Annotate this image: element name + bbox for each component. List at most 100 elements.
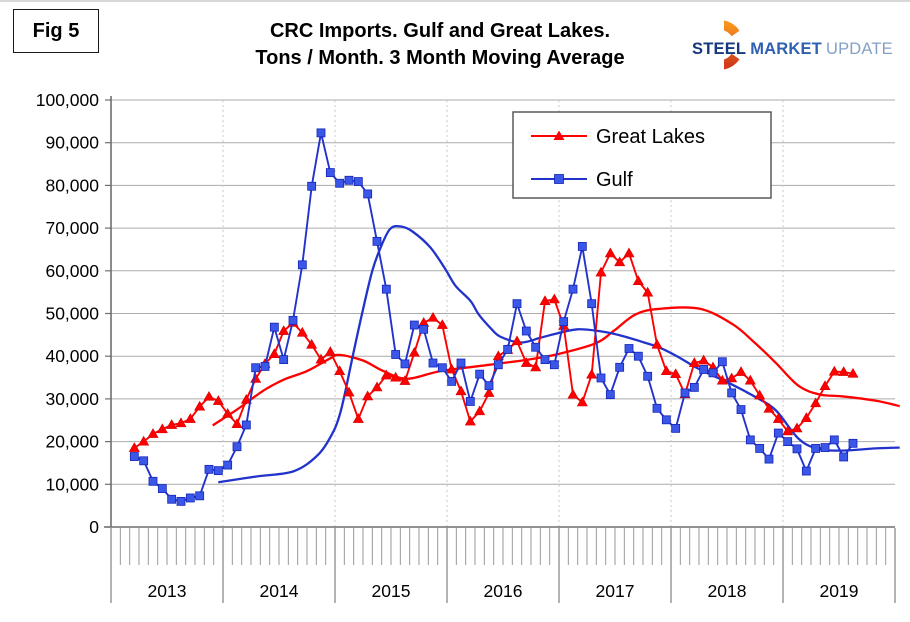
data-point-square bbox=[167, 494, 177, 504]
data-point-triangle bbox=[576, 396, 588, 407]
data-point-square bbox=[801, 466, 811, 476]
y-tick-label: 70,000 bbox=[45, 218, 99, 238]
data-point-triangle bbox=[735, 366, 747, 376]
series-great-lakes bbox=[128, 247, 859, 452]
data-point-square bbox=[503, 344, 513, 354]
data-point-triangle bbox=[240, 393, 252, 404]
data-point-square bbox=[764, 454, 774, 464]
data-point-square bbox=[736, 405, 746, 414]
data-point-triangle bbox=[586, 368, 598, 379]
data-point-triangle bbox=[175, 417, 187, 428]
data-point-triangle bbox=[483, 387, 495, 397]
y-tick-label: 0 bbox=[89, 517, 99, 537]
data-point-square bbox=[400, 359, 410, 369]
data-point-square bbox=[465, 397, 475, 406]
data-point-triangle bbox=[782, 425, 794, 436]
data-point-square bbox=[129, 452, 139, 461]
data-point-triangle bbox=[847, 367, 859, 378]
top-divider bbox=[0, 0, 910, 2]
data-point-triangle bbox=[632, 275, 644, 285]
x-year-label: 2017 bbox=[596, 581, 635, 601]
data-point-square bbox=[428, 358, 438, 368]
data-point-triangle bbox=[791, 422, 803, 433]
data-point-triangle bbox=[446, 363, 458, 374]
data-point-square bbox=[297, 260, 307, 270]
data-point-square bbox=[792, 444, 802, 454]
data-point-square bbox=[363, 189, 373, 199]
data-point-triangle bbox=[614, 256, 626, 267]
data-point-square bbox=[596, 373, 606, 383]
x-year-label: 2014 bbox=[260, 581, 299, 601]
trend-lines bbox=[218, 224, 900, 484]
data-point-triangle bbox=[455, 385, 467, 396]
x-axis-labels: 2013 2014 2015 2016 2017 2018 2019 bbox=[148, 581, 859, 601]
data-point-square bbox=[689, 382, 699, 392]
data-point-triangle bbox=[642, 286, 654, 297]
data-point-triangle bbox=[334, 365, 346, 376]
data-point-square bbox=[811, 444, 821, 453]
data-point-square bbox=[540, 355, 550, 365]
data-point-square bbox=[587, 299, 597, 309]
data-point-triangle bbox=[520, 357, 532, 367]
data-point-square bbox=[615, 362, 625, 372]
data-point-triangle bbox=[166, 419, 178, 429]
data-point-square bbox=[185, 493, 195, 503]
data-point-square bbox=[391, 350, 401, 359]
data-point-triangle bbox=[530, 361, 542, 372]
data-point-square bbox=[353, 177, 363, 186]
data-point-triangle bbox=[474, 405, 486, 416]
data-point-square bbox=[633, 351, 643, 361]
data-point-triangle bbox=[763, 402, 775, 413]
data-point-triangle bbox=[838, 366, 850, 376]
x-year-label: 2016 bbox=[484, 581, 523, 601]
data-point-square bbox=[643, 371, 653, 381]
chart-title: CRC Imports. Gulf and Great Lakes. Tons … bbox=[170, 18, 710, 72]
data-point-square bbox=[381, 284, 391, 294]
data-point-square bbox=[680, 388, 690, 398]
logo-market: MARKET bbox=[750, 40, 822, 58]
data-point-square bbox=[241, 420, 251, 430]
data-point-triangle bbox=[604, 247, 616, 258]
x-year-label: 2019 bbox=[820, 581, 859, 601]
data-point-square bbox=[269, 322, 279, 332]
data-point-square bbox=[447, 376, 457, 386]
data-point-triangle bbox=[744, 374, 756, 385]
data-point-square bbox=[251, 363, 261, 373]
data-point-square bbox=[157, 484, 167, 493]
data-point-triangle bbox=[772, 413, 784, 423]
steel-market-update-logo: STEEL MARKET UPDATE bbox=[692, 14, 896, 82]
data-point-square bbox=[223, 460, 233, 470]
data-point-triangle bbox=[698, 354, 710, 365]
data-point-square bbox=[139, 456, 149, 466]
data-point-triangle bbox=[660, 365, 672, 376]
data-point-square bbox=[829, 435, 839, 445]
data-point-square bbox=[605, 390, 615, 400]
legend: Great Lakes Gulf bbox=[512, 111, 772, 199]
data-point-square bbox=[661, 415, 671, 425]
data-point-triangle bbox=[810, 397, 822, 408]
data-point-triangle bbox=[194, 400, 206, 411]
data-point-square bbox=[745, 435, 755, 445]
data-point-square bbox=[260, 362, 270, 371]
data-point-triangle bbox=[315, 353, 327, 364]
y-axis-labels: 0 10,000 20,000 30,000 40,000 50,000 60,000 70,… bbox=[36, 90, 100, 537]
data-point-triangle bbox=[128, 442, 140, 452]
data-point-square bbox=[316, 128, 326, 138]
y-tick-label: 20,000 bbox=[45, 432, 99, 452]
chart-title-line1: CRC Imports. Gulf and Great Lakes. bbox=[269, 20, 611, 42]
y-tick-label: 100,000 bbox=[36, 90, 100, 110]
data-point-triangle bbox=[231, 418, 243, 428]
data-point-triangle bbox=[492, 350, 504, 361]
data-point-triangle bbox=[343, 386, 355, 397]
data-point-square bbox=[204, 464, 214, 474]
data-point-square bbox=[484, 381, 494, 391]
y-tick-label: 80,000 bbox=[45, 175, 99, 195]
data-point-square bbox=[717, 357, 727, 367]
data-point-square bbox=[531, 342, 541, 352]
data-point-triangle bbox=[670, 368, 682, 379]
data-point-square bbox=[549, 360, 559, 370]
data-point-square bbox=[848, 438, 858, 448]
data-point-triangle bbox=[754, 389, 766, 400]
data-point-square bbox=[195, 491, 205, 501]
data-point-square bbox=[288, 315, 298, 325]
